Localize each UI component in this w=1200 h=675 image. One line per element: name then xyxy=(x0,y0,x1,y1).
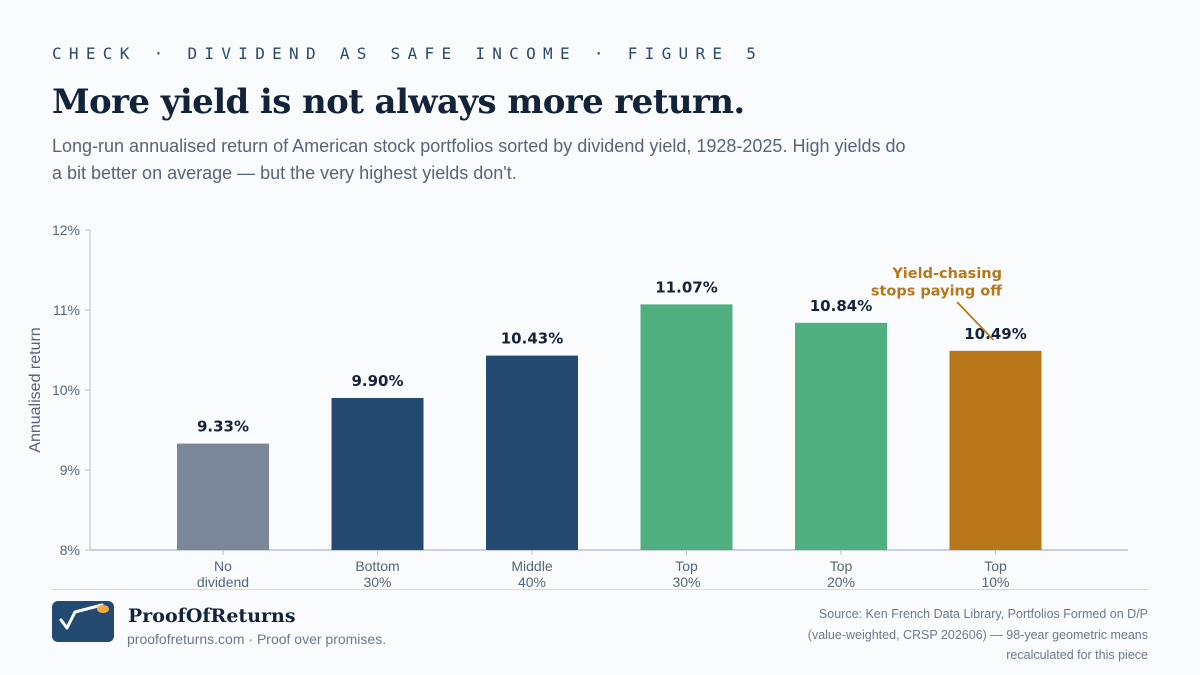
brand-name: ProofOfReturns xyxy=(128,605,296,627)
bar-value-label: 9.33% xyxy=(197,418,249,436)
source-line: recalculated for this piece xyxy=(1006,648,1148,662)
y-tick-label: 8% xyxy=(60,542,80,558)
page-title: More yield is not always more return. xyxy=(52,82,745,122)
bar-value-label: 9.90% xyxy=(351,372,403,390)
footer-divider xyxy=(52,589,1148,590)
brand-tagline: proofofreturns.com · Proof over promises… xyxy=(127,631,387,647)
bar xyxy=(177,443,269,550)
bar xyxy=(331,398,424,550)
bar xyxy=(640,304,733,550)
x-tick-label: Top xyxy=(984,558,1007,574)
kicker: CHECK · DIVIDEND AS SAFE INCOME · FIGURE… xyxy=(52,44,764,63)
y-tick-label: 9% xyxy=(60,462,80,478)
bar xyxy=(949,350,1042,550)
annotation-text: Yield-chasing xyxy=(891,266,1002,282)
page-subtitle: Long-run annualised return of American s… xyxy=(52,136,906,183)
bar-chart: 8% 9% 10% 11% 12% Annualised return 9.33% Nodiv… xyxy=(27,222,1128,590)
brand-logo xyxy=(52,601,114,642)
x-tick-label: Top xyxy=(675,558,698,574)
x-tick-label: No xyxy=(214,558,232,574)
y-axis-label: Annualised return xyxy=(27,327,44,452)
x-tick-label: Middle xyxy=(511,558,552,574)
bar xyxy=(795,322,887,550)
x-tick-label: 10% xyxy=(981,574,1009,590)
y-tick-label: 11% xyxy=(53,302,80,318)
bar-value-label: 10.49% xyxy=(964,325,1026,343)
source-line: (value-weighted, CRSP 202606) — 98-year … xyxy=(807,627,1148,642)
x-tick-label: 20% xyxy=(827,574,855,590)
y-tick-label: 10% xyxy=(52,382,80,398)
x-tick-label: Bottom xyxy=(355,558,399,574)
bar-value-label: 10.43% xyxy=(501,330,563,348)
x-tick-label: dividend xyxy=(197,574,249,590)
bar-value-label: 11.07% xyxy=(655,278,717,296)
x-tick-label: Top xyxy=(830,558,853,574)
bar-value-label: 10.84% xyxy=(810,297,872,315)
annotation-leader-line xyxy=(956,301,995,341)
annotation-text: stops paying off xyxy=(871,284,1002,300)
y-tick-label: 12% xyxy=(52,222,80,238)
source-note: Source: Ken French Data Library, Portfol… xyxy=(728,604,1148,666)
bar xyxy=(486,355,578,550)
x-tick-label: 30% xyxy=(363,574,391,590)
x-tick-label: 30% xyxy=(672,574,700,590)
x-tick-label: 40% xyxy=(518,574,546,590)
source-line: Source: Ken French Data Library, Portfol… xyxy=(818,607,1148,621)
checkmark-trend-icon xyxy=(59,603,109,630)
